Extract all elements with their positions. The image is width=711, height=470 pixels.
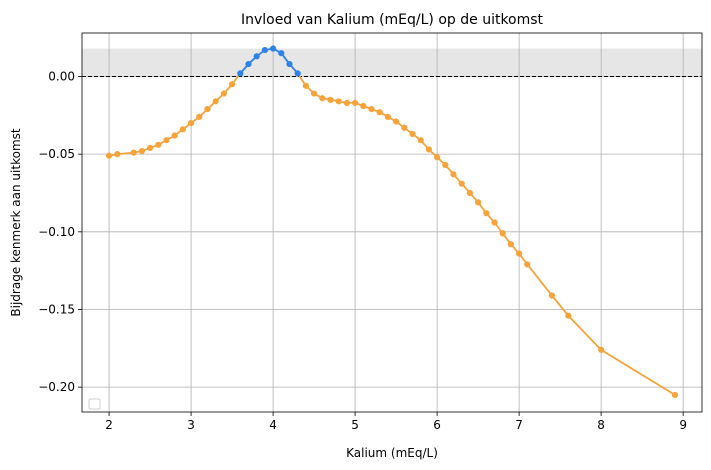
data-point bbox=[351, 99, 359, 106]
data-point bbox=[196, 113, 203, 120]
data-point bbox=[114, 151, 121, 158]
data-point bbox=[458, 180, 465, 187]
data-point bbox=[417, 137, 424, 144]
data-point bbox=[253, 53, 260, 60]
data-point bbox=[294, 70, 301, 77]
data-point bbox=[393, 118, 400, 125]
data-point bbox=[105, 152, 113, 159]
data-point bbox=[319, 95, 326, 102]
y-tick-label: −0.15 bbox=[38, 302, 75, 316]
data-point bbox=[204, 106, 211, 113]
data-point bbox=[401, 124, 408, 131]
series-segment bbox=[600, 348, 676, 396]
data-point bbox=[179, 126, 186, 133]
data-point bbox=[220, 90, 227, 97]
data-point bbox=[475, 199, 482, 206]
series-segment bbox=[526, 263, 553, 297]
data-point bbox=[171, 132, 178, 139]
x-tick-label: 7 bbox=[515, 418, 523, 432]
data-point bbox=[524, 261, 531, 268]
data-point bbox=[228, 81, 236, 88]
x-axis-title: Kalium (mEq/L) bbox=[346, 446, 438, 460]
data-point bbox=[360, 102, 367, 110]
data-point bbox=[483, 210, 490, 217]
x-tick-label: 5 bbox=[351, 418, 359, 432]
y-tick-label: −0.20 bbox=[38, 380, 75, 394]
data-point bbox=[302, 82, 309, 89]
series-segment bbox=[567, 314, 603, 351]
legend-box bbox=[88, 398, 101, 410]
x-tick-label: 9 bbox=[679, 418, 687, 432]
data-point bbox=[343, 99, 350, 106]
data-point bbox=[237, 70, 244, 77]
data-point bbox=[261, 46, 268, 54]
data-point bbox=[130, 149, 137, 156]
shaded-band-layer bbox=[82, 48, 702, 77]
data-point bbox=[286, 60, 293, 68]
data-point bbox=[245, 60, 252, 68]
x-tick-label: 6 bbox=[433, 418, 441, 432]
data-point bbox=[278, 50, 285, 57]
data-point bbox=[442, 161, 449, 169]
data-point bbox=[327, 96, 334, 103]
data-point bbox=[425, 146, 433, 153]
data-point bbox=[450, 171, 457, 178]
data-point bbox=[671, 391, 679, 399]
data-point bbox=[212, 98, 219, 105]
data-point bbox=[155, 141, 162, 148]
data-point bbox=[466, 189, 474, 197]
data-point bbox=[384, 113, 391, 120]
y-tick-label: −0.05 bbox=[38, 147, 75, 161]
plot-frame bbox=[81, 32, 703, 413]
data-point bbox=[163, 137, 170, 144]
data-point bbox=[187, 119, 195, 127]
chart-title: Invloed van Kalium (mEq/L) op de uitkoms… bbox=[241, 12, 544, 28]
data-point bbox=[548, 292, 556, 299]
shaded-band bbox=[82, 48, 702, 77]
data-point bbox=[138, 147, 145, 155]
y-tick-label: 0.00 bbox=[48, 69, 75, 83]
data-point bbox=[310, 90, 318, 97]
data-point bbox=[491, 219, 498, 226]
data-point bbox=[269, 45, 277, 52]
data-point bbox=[376, 109, 383, 116]
data-point bbox=[516, 250, 523, 257]
data-point bbox=[335, 98, 342, 105]
series-layer bbox=[105, 45, 679, 399]
data-point bbox=[434, 154, 441, 161]
data-point bbox=[499, 230, 506, 237]
tick-layer: 2 3 4 5 6 7 8 9 0.00 −0.05 −0.10 −0.15 −0.20 bbox=[38, 69, 687, 432]
x-tick-label: 8 bbox=[597, 418, 605, 432]
y-tick-label: −0.10 bbox=[38, 225, 75, 239]
x-tick-label: 4 bbox=[269, 418, 277, 432]
data-point bbox=[146, 144, 154, 152]
x-tick-label: 2 bbox=[105, 418, 113, 432]
data-point bbox=[409, 130, 416, 138]
series-segment bbox=[551, 294, 570, 317]
data-point bbox=[598, 346, 605, 353]
y-axis-title: Bijdrage kenmerk aan uitkomst bbox=[9, 128, 23, 316]
data-point bbox=[565, 312, 572, 319]
x-tick-label: 3 bbox=[187, 418, 195, 432]
data-point bbox=[507, 241, 515, 248]
data-point bbox=[368, 106, 375, 113]
